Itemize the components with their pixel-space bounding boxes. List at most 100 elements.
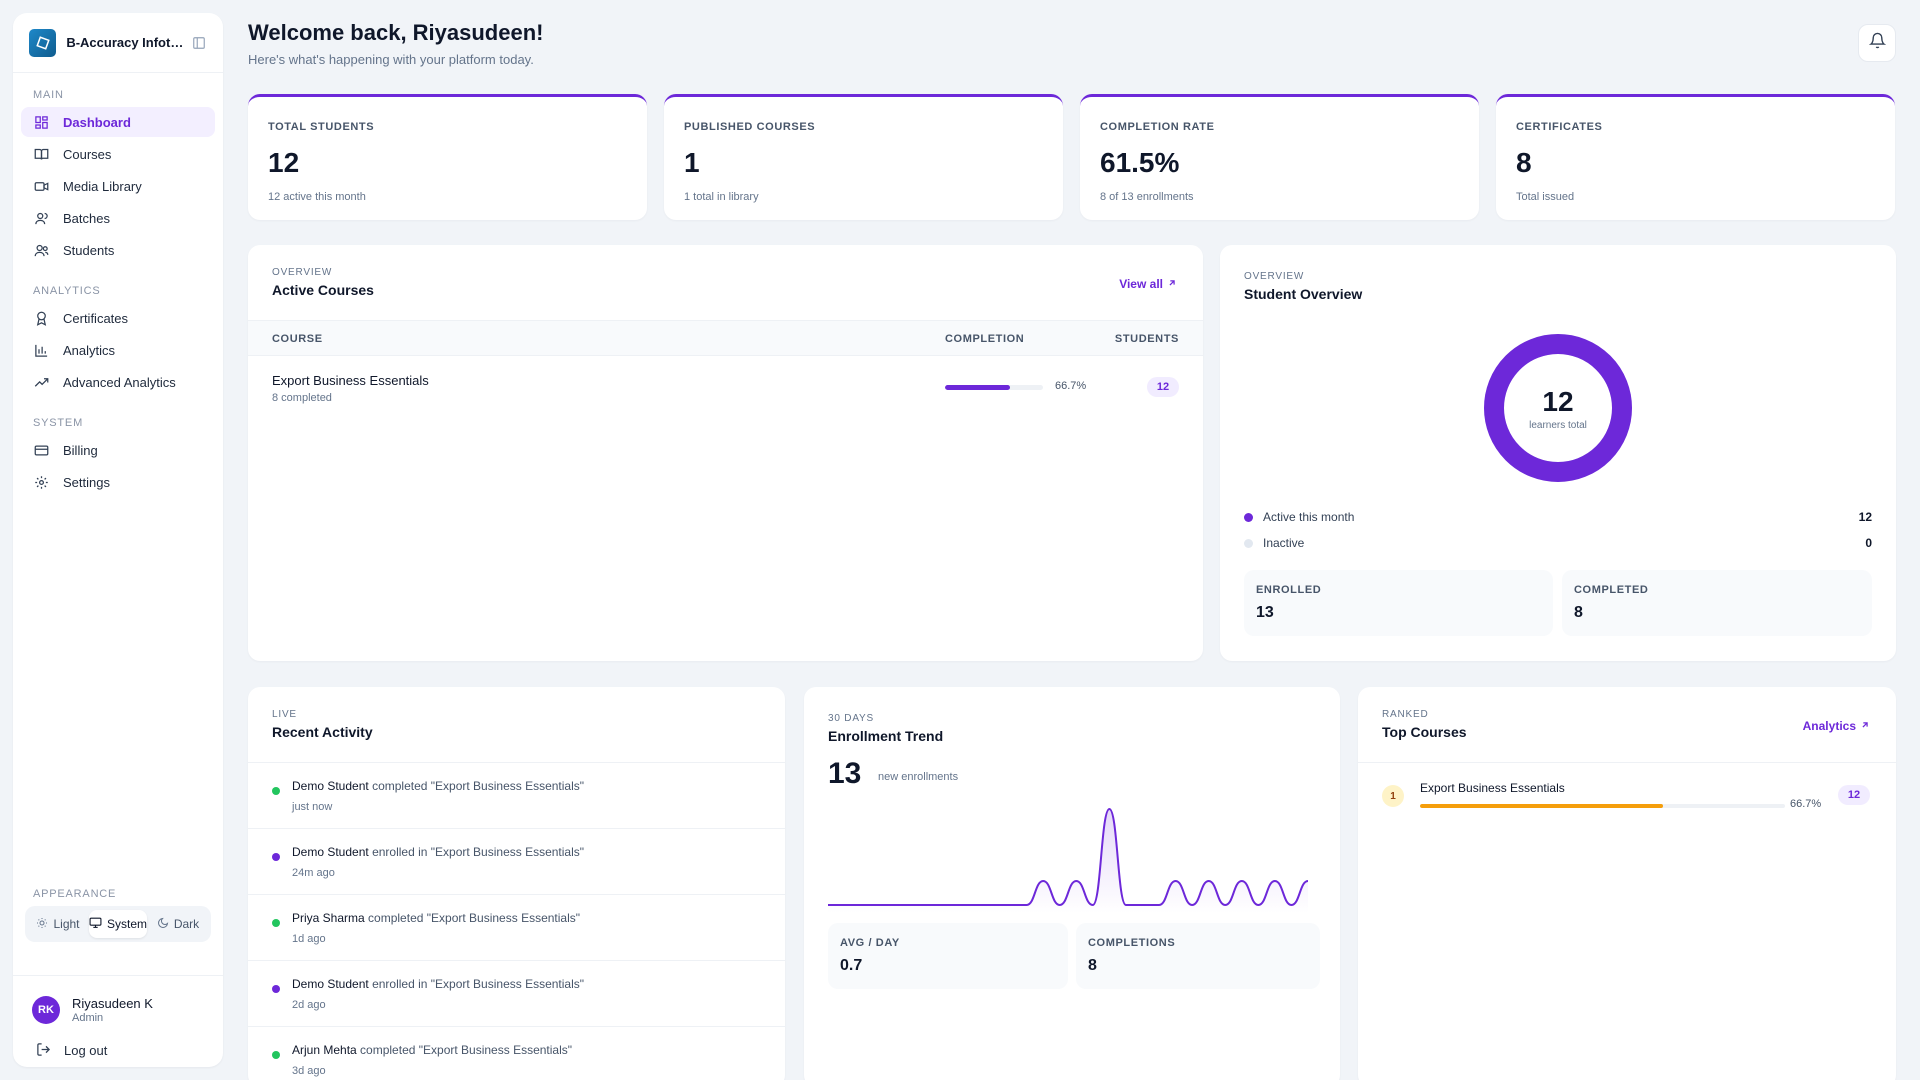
view-all-label: View all [1119, 277, 1163, 291]
activity-target: "Export Business Essentials" [430, 845, 585, 859]
nav-section-system: SYSTEM [33, 417, 84, 429]
sidebar-item-label: Settings [63, 474, 110, 490]
column-header-students: STUDENTS [1114, 333, 1179, 345]
sidebar-collapse-icon[interactable] [191, 35, 207, 51]
status-dot [272, 1051, 280, 1059]
sidebar-item-certificates[interactable]: Certificates [21, 303, 215, 333]
stat-sub: 8 of 13 enrollments [1100, 191, 1194, 203]
activity-actor: Demo Student [292, 845, 369, 859]
stat-value: 12 [268, 147, 300, 178]
activity-actor: Demo Student [292, 779, 369, 793]
list-item[interactable]: Demo Student enrolled in "Export Busines… [248, 828, 785, 894]
card-eyebrow: 30 DAYS [828, 713, 874, 724]
activity-time: 2d ago [292, 999, 326, 1011]
card-title: Active Courses [272, 282, 374, 298]
brand-logo[interactable] [29, 28, 57, 57]
activity-time: 1d ago [292, 933, 326, 945]
card-eyebrow: RANKED [1382, 709, 1429, 720]
course-name: Export Business Essentials [272, 373, 429, 388]
appearance-title: APPEARANCE [33, 888, 117, 900]
top-courses-card: RANKED Top Courses Analytics 1 Export Bu… [1358, 687, 1896, 1080]
sidebar-item-courses[interactable]: Courses [21, 139, 215, 169]
stat-sub: 12 active this month [268, 191, 366, 203]
completed-box: COMPLETED 8 [1562, 570, 1872, 636]
sidebar-item-label: Dashboard [63, 114, 131, 130]
completed-label: COMPLETED [1574, 584, 1649, 596]
theme-dark-button[interactable]: Dark [149, 910, 207, 938]
logout-button[interactable]: Log out [36, 1042, 204, 1058]
logout-label: Log out [64, 1042, 108, 1058]
arrow-up-right-icon [1167, 277, 1177, 291]
moon-icon [157, 917, 169, 932]
user-profile[interactable]: RK Riyasudeen K Admin [32, 996, 204, 1024]
list-item[interactable]: Demo Student enrolled in "Export Busines… [248, 960, 785, 1026]
activity-action: completed [368, 911, 424, 925]
sidebar-item-billing[interactable]: Billing [21, 435, 215, 465]
theme-system-label: System [107, 917, 148, 931]
donut-active-arc [1484, 334, 1632, 482]
activity-actor: Demo Student [292, 977, 369, 991]
theme-dark-label: Dark [173, 917, 200, 931]
activity-target: "Export Business Essentials" [426, 911, 581, 925]
list-item[interactable]: Demo Student completed "Export Business … [248, 762, 785, 828]
completions-box: COMPLETIONS 8 [1076, 923, 1320, 989]
legend-dot [1244, 538, 1253, 548]
users-icon [33, 242, 49, 258]
activity-action: enrolled in [372, 977, 428, 991]
user-group-icon [33, 210, 49, 226]
stat-label: PUBLISHED COURSES [684, 121, 816, 133]
list-item[interactable]: Priya Sharma completed "Export Business … [248, 894, 785, 960]
sidebar-item-media-library[interactable]: Media Library [21, 171, 215, 201]
activity-target: "Export Business Essentials" [430, 779, 585, 793]
theme-light-button[interactable]: Light [29, 910, 87, 938]
completion-percent: 66.7% [1055, 380, 1087, 392]
students-count-badge: 12 [1147, 377, 1179, 397]
sidebar-item-analytics[interactable]: Analytics [21, 335, 215, 365]
notifications-button[interactable] [1858, 24, 1896, 62]
completion-percent: 66.7% [1790, 798, 1822, 810]
activity-time: 3d ago [292, 1065, 326, 1077]
theme-light-label: Light [53, 917, 80, 931]
legend-value: 12 [1858, 510, 1872, 524]
card-eyebrow: OVERVIEW [272, 267, 333, 278]
sidebar-item-label: Analytics [63, 342, 116, 358]
sidebar-item-label: Media Library [63, 178, 142, 194]
card-eyebrow: OVERVIEW [1244, 271, 1305, 282]
enrollment-trend-card: 30 DAYS Enrollment Trend 13 new enrollme… [804, 687, 1340, 1080]
sidebar-item-settings[interactable]: Settings [21, 467, 215, 497]
sidebar-item-batches[interactable]: Batches [21, 203, 215, 233]
completions-value: 8 [1088, 957, 1097, 974]
page-subtitle: Here's what's happening with your platfo… [248, 52, 534, 67]
sidebar-item-label: Billing [63, 442, 98, 458]
list-item[interactable]: 1 Export Business Essentials 66.7% 12 [1358, 762, 1896, 826]
activity-text: Demo Student enrolled in "Export Busines… [292, 977, 584, 991]
view-all-link[interactable]: View all [1119, 277, 1177, 291]
active-courses-card: OVERVIEW Active Courses View all COURSE … [248, 245, 1203, 661]
stat-label: TOTAL STUDENTS [268, 121, 375, 133]
completions-label: COMPLETIONS [1088, 937, 1176, 949]
analytics-link[interactable]: Analytics [1803, 719, 1870, 733]
stat-label: CERTIFICATES [1516, 121, 1603, 133]
user-role: Admin [72, 1012, 104, 1024]
sidebar-item-dashboard[interactable]: Dashboard [21, 107, 215, 137]
donut-total-label: learners total [1529, 419, 1587, 431]
user-box: RK Riyasudeen K Admin Log out [13, 975, 223, 1058]
sidebar-item-advanced-analytics[interactable]: Advanced Analytics [21, 367, 215, 397]
sidebar-item-students[interactable]: Students [21, 235, 215, 265]
trending-up-icon [33, 374, 49, 390]
enrollment-trend-chart [828, 807, 1308, 913]
award-icon [33, 310, 49, 326]
status-dot [272, 919, 280, 927]
activity-text: Arjun Mehta completed "Export Business E… [292, 1043, 572, 1057]
nav-section-analytics: ANALYTICS [33, 285, 101, 297]
activity-actor: Arjun Mehta [292, 1043, 357, 1057]
list-item[interactable]: Arjun Mehta completed "Export Business E… [248, 1026, 785, 1080]
card-title: Student Overview [1244, 286, 1363, 302]
theme-system-button[interactable]: System [89, 910, 148, 938]
activity-action: enrolled in [372, 845, 428, 859]
card-title: Enrollment Trend [828, 728, 944, 744]
top-course-progress-fill [1420, 804, 1664, 808]
analytics-link-label: Analytics [1802, 719, 1856, 733]
stat-label: COMPLETION RATE [1100, 121, 1215, 133]
table-row[interactable]: Export Business Essentials 8 completed 6… [248, 357, 1203, 417]
